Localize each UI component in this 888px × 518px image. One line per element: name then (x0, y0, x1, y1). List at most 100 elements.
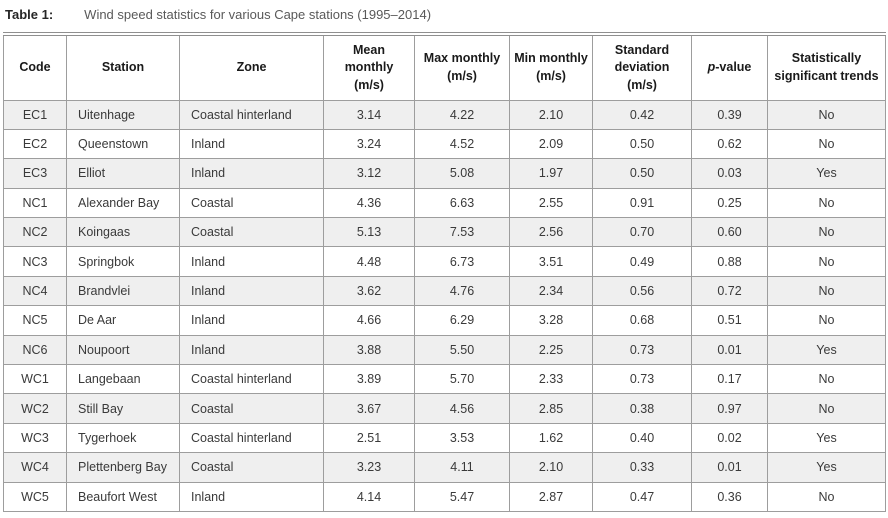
cell-zone: Inland (179, 334, 324, 366)
table-caption-label: Table 1: (5, 7, 54, 22)
cell-mean-monthly: 3.67 (323, 393, 415, 424)
cell-p-value: 0.72 (691, 275, 768, 307)
cell-significant-trends: No (767, 246, 886, 277)
cell-standard-deviation: 0.50 (592, 158, 692, 189)
cell-code: NC3 (3, 246, 67, 277)
cell-zone: Inland (179, 481, 324, 512)
cell-zone: Coastal hinterland (179, 422, 324, 454)
cell-standard-deviation: 0.73 (592, 364, 692, 395)
cell-code: WC4 (3, 452, 67, 483)
cell-code: NC6 (3, 334, 67, 366)
cell-standard-deviation: 0.40 (592, 422, 692, 454)
cell-code: NC4 (3, 275, 67, 307)
table-row-NC2: NC2 Koingaas Coastal 5.13 7.53 2.56 0.70 0.60 No (3, 217, 886, 248)
cell-standard-deviation: 0.47 (592, 481, 692, 512)
table-body: EC1 Uitenhage Coastal hinterland 3.14 4.22 2.… (3, 99, 886, 512)
cell-standard-deviation: 0.91 (592, 187, 692, 219)
cell-code: WC5 (3, 481, 67, 512)
cell-p-value: 0.02 (691, 422, 768, 454)
cell-p-value: 0.97 (691, 393, 768, 424)
cell-station: De Aar (66, 305, 180, 336)
cell-mean-monthly: 3.89 (323, 364, 415, 395)
table-row-WC3: WC3 Tygerhoek Coastal hinterland 2.51 3.53 1.… (3, 422, 886, 454)
cell-significant-trends: Yes (767, 422, 886, 454)
cell-max-monthly: 5.70 (414, 364, 510, 395)
table-header: Code Station Zone Mean monthly (m/s) Max mont… (3, 33, 886, 101)
cell-min-monthly: 1.62 (509, 422, 593, 454)
table-header-row: Code Station Zone Mean monthly (m/s) Max mont… (3, 33, 886, 101)
cell-mean-monthly: 4.36 (323, 187, 415, 219)
cell-mean-monthly: 5.13 (323, 217, 415, 248)
cell-significant-trends: No (767, 128, 886, 160)
cell-zone: Coastal (179, 452, 324, 483)
cell-significant-trends: No (767, 481, 886, 512)
cell-zone: Inland (179, 246, 324, 277)
cell-min-monthly: 2.87 (509, 481, 593, 512)
cell-max-monthly: 4.56 (414, 393, 510, 424)
cell-p-value: 0.25 (691, 187, 768, 219)
cell-code: NC1 (3, 187, 67, 219)
cell-significant-trends: No (767, 364, 886, 395)
cell-zone: Coastal hinterland (179, 364, 324, 395)
cell-station: Plettenberg Bay (66, 452, 180, 483)
cell-significant-trends: No (767, 99, 886, 130)
cell-max-monthly: 5.50 (414, 334, 510, 366)
cell-significant-trends: No (767, 305, 886, 336)
cell-station: Tygerhoek (66, 422, 180, 454)
cell-max-monthly: 6.73 (414, 246, 510, 277)
table-row-EC3: EC3 Elliot Inland 3.12 5.08 1.97 0.50 0.03 Yes (3, 158, 886, 189)
column-header-mean-monthly: Mean monthly (m/s) (323, 33, 415, 101)
cell-standard-deviation: 0.68 (592, 305, 692, 336)
column-header-standard-deviation: Standard deviation (m/s) (592, 33, 692, 101)
table-row-EC2: EC2 Queenstown Inland 3.24 4.52 2.09 0.50 0.62 N… (3, 128, 886, 160)
cell-standard-deviation: 0.70 (592, 217, 692, 248)
cell-max-monthly: 7.53 (414, 217, 510, 248)
cell-significant-trends: No (767, 187, 886, 219)
column-header-station: Station (66, 33, 180, 101)
cell-min-monthly: 2.25 (509, 334, 593, 366)
cell-zone: Coastal (179, 217, 324, 248)
cell-p-value: 0.62 (691, 128, 768, 160)
cell-standard-deviation: 0.73 (592, 334, 692, 366)
cell-p-value: 0.36 (691, 481, 768, 512)
cell-p-value: 0.51 (691, 305, 768, 336)
cell-station: Still Bay (66, 393, 180, 424)
column-header-zone: Zone (179, 33, 324, 101)
cell-zone: Inland (179, 128, 324, 160)
cell-min-monthly: 2.09 (509, 128, 593, 160)
cell-code: NC5 (3, 305, 67, 336)
cell-zone: Inland (179, 158, 324, 189)
table-row-WC5: WC5 Beaufort West Inland 4.14 5.47 2.87 0.47 0.… (3, 481, 886, 512)
cell-mean-monthly: 3.12 (323, 158, 415, 189)
cell-mean-monthly: 3.88 (323, 334, 415, 366)
cell-significant-trends: Yes (767, 334, 886, 366)
cell-code: WC1 (3, 364, 67, 395)
cell-mean-monthly: 3.62 (323, 275, 415, 307)
cell-standard-deviation: 0.49 (592, 246, 692, 277)
cell-min-monthly: 2.85 (509, 393, 593, 424)
cell-p-value: 0.01 (691, 452, 768, 483)
cell-standard-deviation: 0.38 (592, 393, 692, 424)
table-caption: Table 1: Wind speed statistics for variou… (3, 5, 885, 32)
column-header-code: Code (3, 33, 67, 101)
cell-max-monthly: 4.76 (414, 275, 510, 307)
cell-max-monthly: 3.53 (414, 422, 510, 454)
cell-p-value: 0.01 (691, 334, 768, 366)
cell-standard-deviation: 0.56 (592, 275, 692, 307)
cell-standard-deviation: 0.42 (592, 99, 692, 130)
cell-max-monthly: 6.63 (414, 187, 510, 219)
table-row-EC1: EC1 Uitenhage Coastal hinterland 3.14 4.22 2.… (3, 99, 886, 130)
cell-min-monthly: 2.56 (509, 217, 593, 248)
cell-min-monthly: 2.34 (509, 275, 593, 307)
cell-station: Queenstown (66, 128, 180, 160)
cell-code: EC2 (3, 128, 67, 160)
table-row-NC6: NC6 Noupoort Inland 3.88 5.50 2.25 0.73 0.01 Yes (3, 334, 886, 366)
cell-station: Elliot (66, 158, 180, 189)
cell-significant-trends: Yes (767, 158, 886, 189)
cell-station: Springbok (66, 246, 180, 277)
cell-code: NC2 (3, 217, 67, 248)
table-row-WC1: WC1 Langebaan Coastal hinterland 3.89 5.70 2.… (3, 364, 886, 395)
cell-min-monthly: 2.10 (509, 452, 593, 483)
table-row-NC1: NC1 Alexander Bay Coastal 4.36 6.63 2.55 0.91 0… (3, 187, 886, 219)
